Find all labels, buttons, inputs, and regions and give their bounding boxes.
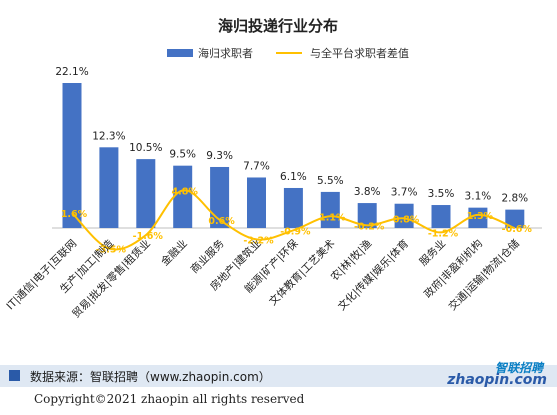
bar-value-label: 3.1%	[465, 191, 492, 203]
bar-value-label: 3.5%	[428, 188, 455, 200]
bar-5	[210, 166, 230, 228]
bar-value-label: 3.7%	[391, 187, 418, 199]
category-tick-label: 交通|运输|物流|仓储	[446, 237, 522, 313]
bar-value-label: 9.3%	[206, 150, 233, 162]
bar-7	[283, 187, 303, 228]
data-source: 数据来源：智联招聘（www.zhaopin.com）	[30, 370, 271, 384]
line-value-label: 1.1%	[319, 212, 346, 223]
bar-6	[247, 177, 266, 228]
line-value-label: 1.3%	[467, 211, 494, 222]
bar-11	[431, 205, 451, 228]
line-value-label: -1.2%	[428, 228, 459, 239]
line-value-label: -2.2%	[243, 235, 274, 246]
category-tick-label: 文化|传媒|娱乐|体育	[335, 237, 411, 313]
chart-title: 海归投递行业分布	[218, 17, 338, 35]
copyright: Copyright©2021 zhaopin all rights reserv…	[34, 392, 305, 406]
bar-value-label: 10.5%	[129, 142, 162, 154]
bar-10	[394, 203, 414, 228]
bar-value-label: 6.1%	[280, 171, 307, 183]
category-tick-label: IT|通信|电子|互联网	[4, 237, 79, 312]
bar-4	[173, 165, 193, 228]
source-bar: 数据来源：智联招聘（www.zhaopin.com） 智联招聘 zhaopin.…	[0, 361, 557, 388]
legend: 海归求职者 与全平台求职者差值	[167, 46, 409, 60]
line-value-label: 0.6%	[208, 216, 235, 227]
line-labels: 1.6% -3.5% -1.6% 4.8% 0.6% -2.2% -0.9% 1.1% -0.2…	[61, 186, 533, 255]
zhaopin-logo: 智联招聘 zhaopin.com	[447, 359, 547, 393]
line-value-label: -3.5%	[96, 245, 127, 256]
legend-line-label: 与全平台求职者差值	[310, 46, 409, 60]
bar-12	[468, 207, 488, 228]
bars	[62, 83, 525, 228]
bar-13	[505, 209, 525, 228]
legend-bar-label: 海归求职者	[198, 46, 253, 60]
bar-9	[357, 203, 377, 228]
bar-value-label: 5.5%	[317, 175, 344, 187]
bar-2	[99, 147, 119, 228]
category-tick-label: 金融业	[158, 237, 189, 268]
category-tick-label: 商业服务	[188, 237, 227, 276]
line-value-label: 4.8%	[172, 186, 199, 197]
line-value-label: -0.9%	[280, 226, 311, 237]
bar-3	[136, 159, 156, 228]
bar-value-label: 2.8%	[501, 193, 528, 205]
bar-value-label: 22.1%	[55, 66, 88, 78]
line-value-label: 1.6%	[61, 209, 88, 220]
bar-8	[320, 191, 340, 228]
bar-value-label: 9.5%	[169, 149, 196, 161]
line-value-label: -0.2%	[354, 221, 385, 232]
bar-value-label: 12.3%	[92, 130, 125, 142]
bar-labels: 22.1% 12.3% 10.5% 9.5% 9.3% 7.7% 6.1% 5.5% 3.8% 3…	[55, 66, 528, 205]
logo-text-en: zhaopin.com	[447, 372, 547, 388]
category-tick-label: 服务业	[417, 237, 448, 268]
source-marker	[9, 370, 20, 381]
line-value-label: -0.6%	[502, 224, 533, 235]
line-value-label: 0.8%	[393, 214, 420, 225]
logo-text-cn: 智联招聘	[494, 361, 543, 375]
line-value-label: -1.6%	[133, 231, 164, 242]
bar-1	[62, 83, 82, 228]
difference-series-line	[71, 189, 516, 251]
bar-value-label: 7.7%	[243, 160, 270, 172]
legend-bar-swatch	[167, 49, 193, 57]
category-tick-label: 文体教育|工艺美术	[266, 237, 337, 308]
bar-value-label: 3.8%	[354, 186, 381, 198]
